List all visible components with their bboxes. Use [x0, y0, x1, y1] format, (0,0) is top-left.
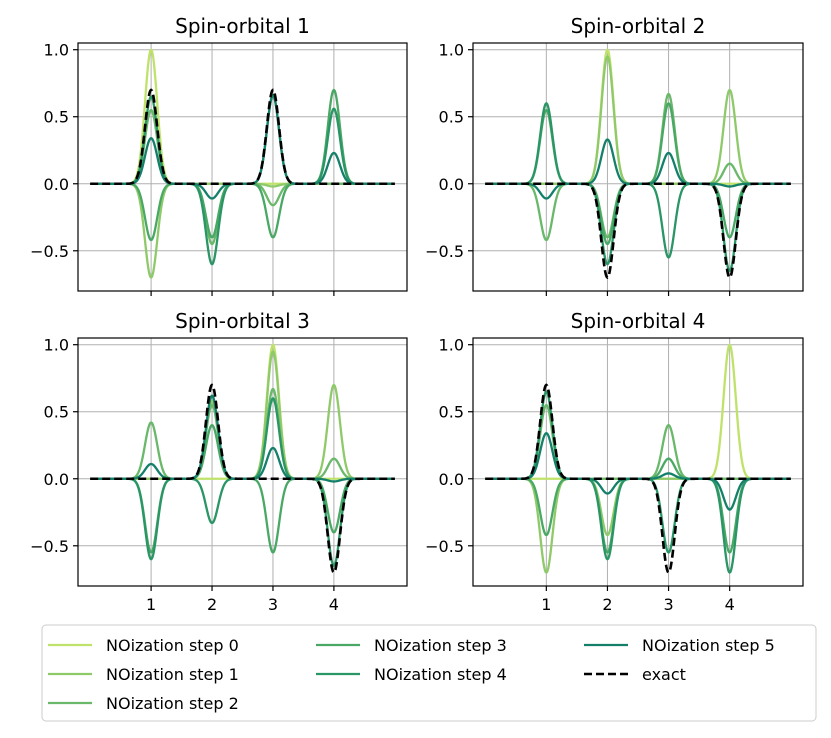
legend-item: NOization step 5	[584, 636, 775, 655]
y-tick-label: 1.0	[44, 41, 69, 60]
legend-label: NOization step 2	[106, 694, 239, 713]
panel-title: Spin-orbital 2	[571, 14, 706, 38]
x-tick-label: 1	[541, 595, 551, 614]
legend-label: NOization step 1	[106, 665, 239, 684]
series-line-step-2	[484, 403, 792, 480]
series-lines	[484, 343, 792, 574]
y-tick-label: 0.5	[439, 108, 464, 127]
legend-item: NOization step 2	[48, 694, 239, 713]
panel-2: Spin-orbital 2 1.0 0.5 0.0 −0.5	[425, 14, 804, 296]
series-line-step-2	[89, 387, 396, 480]
y-tick-label: 0.5	[439, 403, 464, 422]
legend-item: NOization step 4	[316, 665, 507, 684]
legend-label: NOization step 4	[374, 665, 507, 684]
legend-label: NOization step 0	[106, 636, 239, 655]
legend: NOization step 0 NOization step 1 NOizatio…	[41, 624, 817, 722]
x-tick-label: 2	[602, 595, 612, 614]
series-line-exact	[89, 383, 396, 574]
y-tick-label: −0.5	[30, 537, 69, 556]
series-line-exact	[89, 88, 396, 186]
series-line-step-4	[89, 94, 396, 266]
series-line-step-3	[89, 88, 396, 242]
series-lines	[89, 343, 396, 574]
axes-frame	[77, 42, 408, 292]
y-tick-label: 0.0	[44, 175, 69, 194]
x-tick-label: 4	[725, 595, 735, 614]
panel-title: Spin-orbital 3	[175, 309, 310, 333]
series-line-step-3	[484, 102, 792, 246]
y-tick-label: −0.5	[425, 242, 464, 261]
x-tick-label: 4	[329, 595, 339, 614]
y-tick-label: 0.0	[439, 470, 464, 489]
legend-item: NOization step 1	[48, 665, 239, 684]
series-line-step-1	[484, 55, 792, 185]
axes-frame	[77, 337, 408, 587]
legend-label: NOization step 3	[374, 636, 507, 655]
series-line-exact	[484, 182, 792, 279]
y-tick-label: 0.5	[44, 108, 69, 127]
panel-title: Spin-orbital 1	[175, 14, 310, 38]
series-lines	[89, 48, 396, 279]
panel-1: Spin-orbital 1 1.0 0.5 0.0 −0.5	[30, 14, 408, 296]
y-tick-label: 1.0	[44, 336, 69, 355]
x-tick-label: 3	[268, 595, 278, 614]
axes-frame	[472, 337, 804, 587]
panel-title: Spin-orbital 4	[571, 309, 706, 333]
legend-item: NOization step 0	[48, 636, 239, 655]
series-line-step-5	[484, 432, 792, 511]
axes-frame	[472, 42, 804, 292]
series-line-step-1	[89, 182, 396, 279]
y-tick-label: 0.0	[439, 175, 464, 194]
series-line-step-5	[89, 394, 396, 483]
legend-item: exact	[584, 665, 686, 684]
y-tick-label: 0.0	[44, 470, 69, 489]
x-tick-label: 2	[207, 595, 217, 614]
y-tick-label: 1.0	[439, 41, 464, 60]
series-line-step-1	[89, 350, 396, 480]
legend-label: exact	[642, 665, 686, 684]
y-tick-label: −0.5	[30, 242, 69, 261]
legend-item: NOization step 3	[316, 636, 507, 655]
y-tick-label: 1.0	[439, 336, 464, 355]
y-tick-label: 0.5	[44, 403, 69, 422]
panel-4: Spin-orbital 4 1.0 0.5 0.0 −0.5 1 2 3 4	[425, 309, 804, 614]
series-line-step-5	[484, 138, 792, 200]
series-line-step-3	[89, 423, 396, 554]
legend-label: NOization step 5	[642, 636, 775, 655]
x-tick-label: 3	[663, 595, 673, 614]
legend-box	[41, 624, 817, 722]
x-tick-label: 1	[146, 595, 156, 614]
y-tick-label: −0.5	[425, 537, 464, 556]
panel-3: Spin-orbital 3 1.0 0.5 0.0 −0.5 1 2 3 4	[30, 309, 408, 614]
series-line-step-1	[484, 477, 792, 574]
series-line-step-2	[484, 92, 792, 242]
series-lines	[484, 48, 792, 279]
series-line-exact	[484, 383, 792, 574]
